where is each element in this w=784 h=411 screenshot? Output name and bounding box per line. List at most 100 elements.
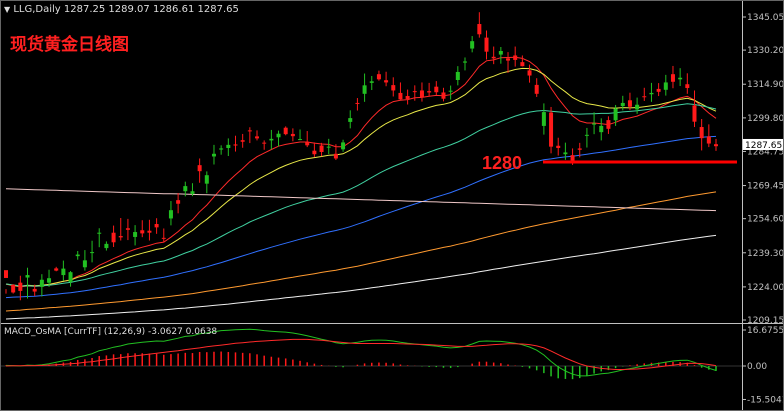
moving-average-line [5,103,717,287]
candle [541,103,546,135]
macd-label: MACD_OsMA [CurrTF] (12,26,9) -3.0627 0.0… [4,327,218,337]
candle-body [54,268,59,271]
candle [520,55,525,67]
candle [391,77,396,97]
symbol-ohlc-text: LLG,Daily 1287.25 1289.07 1286.61 1287.6… [13,4,239,15]
candle [613,104,618,126]
candle-body [520,62,525,67]
candle-body [18,282,23,291]
candle [670,65,675,89]
candle [247,127,252,144]
candle [527,64,532,83]
candle-body [247,130,252,132]
candle-body [319,145,324,153]
candle-body [405,96,410,99]
candle [298,129,303,141]
candle-body [412,91,417,93]
candle [355,98,360,111]
candle [427,82,432,97]
candle [255,130,260,141]
last-price-label: 1287.65 [745,141,782,151]
candle [656,83,661,97]
price-tick-label: 1209.15 [747,316,784,326]
candle-body [298,139,303,141]
candle-body [470,41,475,49]
price-tick-label: 1299.80 [747,114,784,124]
candle-body [125,228,130,230]
candle-body [305,141,310,146]
candle-body [584,134,589,136]
candle [68,271,73,287]
candle [663,74,668,96]
price-tick-label: 1269.45 [747,182,784,192]
candle [470,36,475,53]
candle [161,228,166,243]
candle-body [599,125,604,133]
macd-tick-label: 16.6755 [747,326,784,336]
candle-body [341,142,346,150]
candle [649,82,654,102]
candle [11,284,16,294]
candle [211,144,216,165]
moving-average-line [5,56,717,288]
candle [290,128,295,142]
price-tick-label: 1284.75 [747,147,784,157]
candle [513,46,518,67]
candle-body [384,80,389,83]
candle-body [211,153,216,157]
candle [176,193,181,214]
candle-body [419,90,424,98]
candle-body [663,82,668,90]
symbol-ohlc-header: ▼ LLG,Daily 1287.25 1289.07 1286.61 1287… [4,4,239,15]
candle [190,183,195,197]
candle [333,144,338,161]
macd-panel [0,328,742,380]
candle-body [11,284,16,293]
candle-body [104,243,109,249]
candle-body [434,86,439,93]
candle-body [541,112,546,126]
macd-tick-label: -15.5041 [747,395,784,405]
candle-body [197,165,202,172]
candle [699,119,704,151]
candle-body [161,237,166,239]
candle-body [427,91,432,93]
candle [606,116,611,134]
candle-body [61,268,66,276]
candle-body [376,74,381,80]
candle [75,250,80,260]
candle [714,138,718,151]
candle [678,68,683,87]
candle-body [226,144,231,148]
candle [312,142,317,157]
candle-body [97,232,102,234]
collapse-triangle-icon[interactable]: ▼ [4,5,11,14]
candle [484,30,489,60]
candle-body [68,272,73,282]
macd-signal-line [5,338,717,370]
candle [620,95,625,111]
price-tick-label: 1314.90 [747,80,784,90]
candle [204,171,209,194]
candle [627,92,632,111]
candle [90,240,95,263]
candle-body [133,232,138,237]
candle [233,135,238,152]
candle [549,106,554,154]
price-tick-label: 1239.30 [747,249,784,259]
candle-body [262,142,267,144]
candle-body [606,120,611,129]
candle-body [111,232,116,243]
candle [462,57,467,71]
macd-main-line [5,328,717,377]
candle [491,46,496,65]
price-tick-label: 1330.20 [747,46,784,56]
candle [82,250,87,271]
candle [226,138,231,157]
candle [319,142,324,157]
candle [39,274,44,297]
candle [635,97,640,114]
candle-body [592,123,597,125]
candle [534,78,539,97]
